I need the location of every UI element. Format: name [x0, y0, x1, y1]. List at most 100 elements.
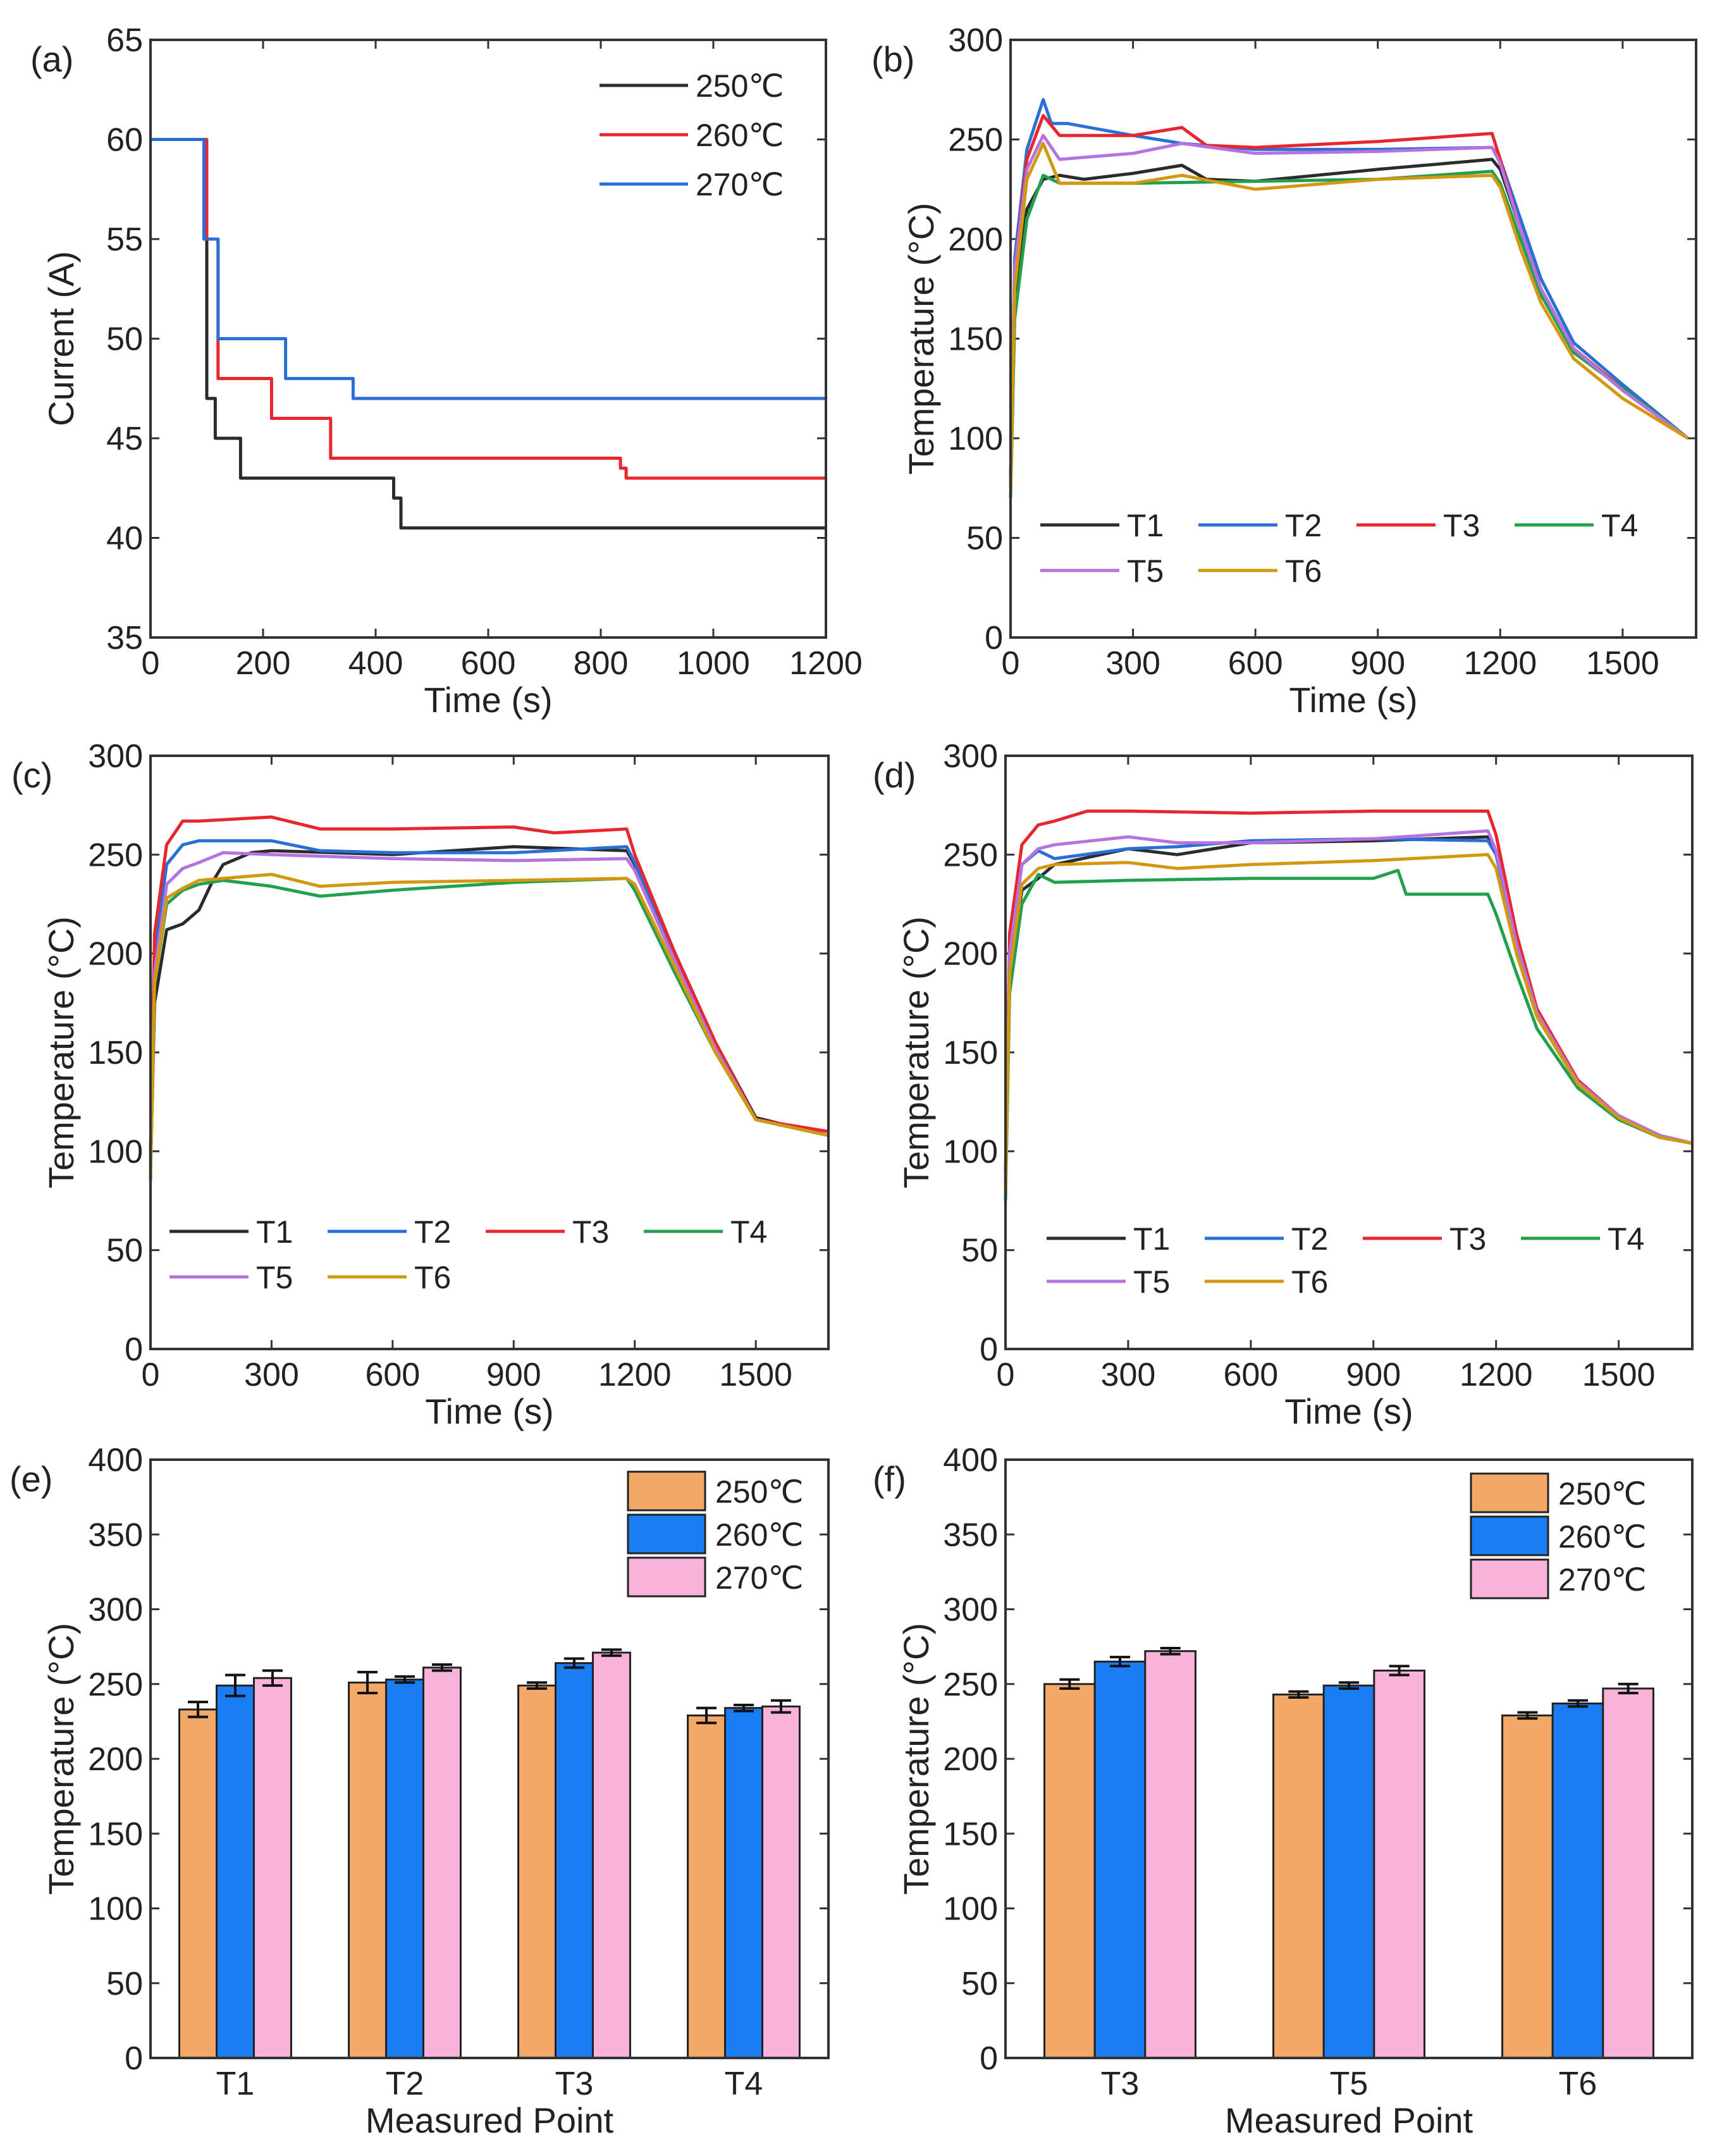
series-line-T1 — [1004, 835, 1693, 1191]
y-axis-label: Temperature (°C) — [896, 1623, 936, 1895]
legend-label: 260℃ — [1558, 1519, 1647, 1555]
bar-T5-260℃ — [1322, 1684, 1375, 2059]
y-tick-label: 100 — [943, 1133, 998, 1170]
legend-swatch — [1470, 1515, 1549, 1556]
y-tick-label: 60 — [106, 122, 143, 159]
y-tick-label: 100 — [88, 1133, 143, 1170]
y-tick-label: 250 — [948, 122, 1003, 159]
legend-swatch — [627, 1513, 706, 1555]
y-tick-label: 200 — [88, 1741, 143, 1778]
y-tick-label: 150 — [943, 1035, 998, 1071]
y-tick-label: 100 — [88, 1891, 143, 1928]
x-axis-label: Measured Point — [366, 2100, 614, 2140]
y-tick-label: 400 — [943, 1442, 998, 1479]
y-tick-label: 0 — [980, 1331, 998, 1368]
series-line-T5 — [1009, 133, 1689, 479]
series-line-T1 — [149, 845, 829, 1171]
plot-frame — [149, 39, 827, 639]
series-line-T2 — [149, 839, 829, 1162]
x-tick-label: 1200 — [1463, 645, 1537, 682]
legend-label: T6 — [1285, 553, 1322, 589]
legend-label: T5 — [256, 1260, 293, 1295]
y-tick-label: 100 — [948, 421, 1003, 457]
x-tick-label: T3 — [555, 2066, 594, 2102]
legend-swatch — [627, 1470, 706, 1512]
x-tick-label: 600 — [1223, 1357, 1278, 1393]
x-tick-label: 900 — [486, 1357, 541, 1393]
legend-label: 250℃ — [1558, 1476, 1647, 1512]
x-tick-label: 600 — [1228, 645, 1283, 682]
bar-T2-260℃ — [385, 1679, 424, 2059]
x-tick-label: 200 — [236, 645, 291, 682]
bar-T4-260℃ — [724, 1707, 763, 2059]
series-line-T3 — [149, 815, 829, 1152]
legend-label: T4 — [1601, 508, 1638, 543]
bar-T1-260℃ — [216, 1684, 255, 2059]
series-line-T2 — [1004, 837, 1693, 1181]
x-tick-label: 1200 — [598, 1357, 672, 1393]
x-tick-label: T5 — [1330, 2066, 1369, 2102]
x-tick-label: T2 — [386, 2066, 424, 2102]
y-axis-label: Temperature (°C) — [896, 916, 936, 1188]
chart-panel-1: (a) 35 40 45 50 55 60 65 0 200 400 600 800 1000 1200 25… — [30, 22, 863, 720]
y-tick-label: 200 — [943, 1741, 998, 1778]
bar-T3-270℃ — [591, 1651, 631, 2059]
x-tick-label: 900 — [1350, 645, 1405, 682]
legend-label: T3 — [572, 1214, 609, 1250]
series-line-T6 — [149, 873, 829, 1175]
legend-label: T4 — [730, 1214, 767, 1250]
panel-label: (c) — [11, 755, 52, 795]
plot-frame — [1004, 1458, 1694, 2059]
chart-panel-5: (e) 0 50 100 150 200 250 300 350 400 T1 T2 T3 T4 250℃ 2… — [9, 1442, 830, 2140]
y-tick-label: 350 — [943, 1517, 998, 1553]
y-axis-label: Temperature (°C) — [41, 1623, 81, 1895]
series-line-T6 — [1009, 142, 1689, 488]
y-axis-label: Temperature (°C) — [41, 916, 81, 1188]
series-line-T4 — [149, 877, 829, 1181]
y-tick-label: 400 — [88, 1442, 143, 1479]
x-tick-label: 0 — [1002, 645, 1020, 682]
y-tick-label: 150 — [943, 1816, 998, 1852]
y-tick-label: 50 — [966, 521, 1003, 557]
bar-T2-250℃ — [348, 1681, 388, 2059]
x-tick-label: 1500 — [719, 1357, 792, 1393]
legend-label: T1 — [1133, 1221, 1170, 1257]
y-tick-label: 45 — [106, 421, 143, 457]
x-tick-label: T6 — [1559, 2066, 1597, 2102]
chart-panel-3: (c) 0 50 100 150 200 250 300 0 300 600 900 1200 1500 T… — [11, 738, 830, 1431]
series-line-T1 — [1009, 157, 1689, 488]
series-line-270℃ — [151, 138, 826, 400]
plot-frame — [149, 755, 830, 1350]
panel-label: (f) — [873, 1459, 906, 1499]
panel-label: (b) — [871, 39, 914, 79]
x-axis-label: Time (s) — [425, 1391, 553, 1431]
y-tick-label: 35 — [106, 620, 143, 656]
legend-label: T2 — [1285, 508, 1322, 543]
y-axis-label: Temperature (°C) — [901, 202, 941, 474]
series-line-T4 — [1009, 169, 1689, 498]
y-tick-label: 350 — [88, 1517, 143, 1553]
series-line-T3 — [1004, 810, 1693, 1171]
bar-T6-250℃ — [1501, 1714, 1554, 2059]
x-tick-label: 400 — [348, 645, 403, 682]
y-tick-label: 250 — [88, 837, 143, 873]
bar-T6-270℃ — [1602, 1687, 1654, 2059]
x-axis-label: Time (s) — [424, 680, 552, 720]
legend-swatch — [1470, 1472, 1549, 1513]
bar-T5-250℃ — [1272, 1693, 1325, 2059]
legend-label: T2 — [1291, 1221, 1328, 1257]
legend-label: T1 — [256, 1214, 293, 1250]
bar-T2-270℃ — [422, 1666, 462, 2059]
x-tick-label: T1 — [216, 2066, 255, 2102]
legend-label: T6 — [1291, 1264, 1328, 1300]
series-line-T2 — [1009, 98, 1689, 479]
legend-swatch — [1470, 1558, 1549, 1599]
bar-T3-260℃ — [1093, 1660, 1147, 2059]
y-tick-label: 250 — [943, 1666, 998, 1703]
y-tick-label: 40 — [106, 521, 143, 557]
x-axis-label: Time (s) — [1289, 680, 1417, 720]
legend-label: T3 — [1443, 508, 1480, 543]
y-tick-label: 200 — [88, 936, 143, 973]
y-tick-label: 100 — [943, 1891, 998, 1928]
